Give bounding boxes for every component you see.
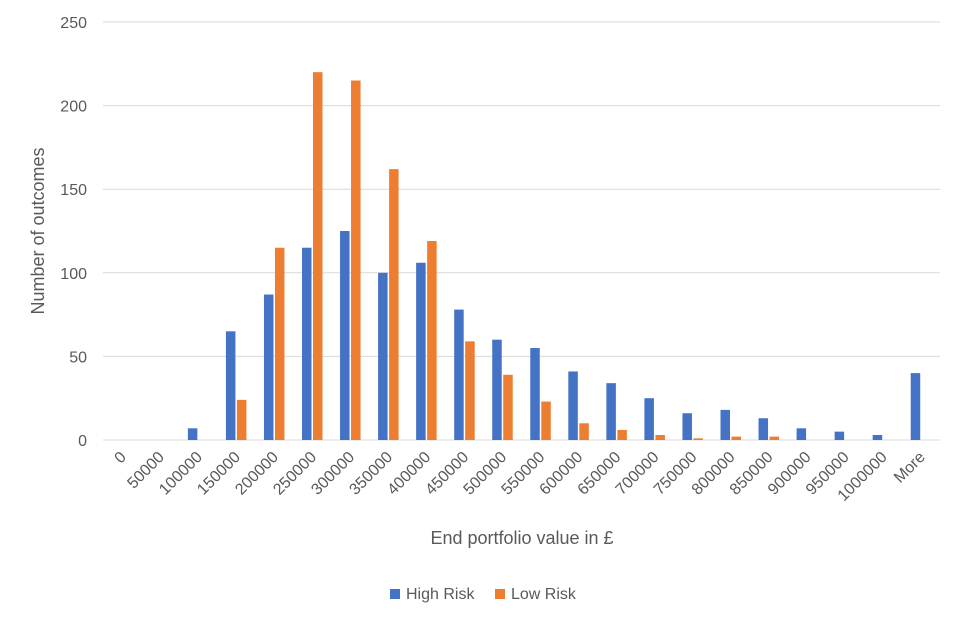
legend-swatch [390, 589, 400, 599]
y-axis-ticks: 0 50 100 150 200 250 [60, 15, 87, 450]
x-tick-label: More [891, 449, 929, 487]
bar-low-risk [351, 80, 361, 441]
bar-high-risk [606, 383, 616, 440]
bar-high-risk [568, 371, 578, 440]
legend: High Risk Low Risk [390, 586, 577, 603]
x-axis-label: End portfolio value in £ [430, 528, 613, 548]
bar-low-risk [769, 436, 780, 440]
bar-high-risk [720, 409, 730, 440]
bar-low-risk [579, 423, 589, 440]
bar-high-risk [302, 247, 312, 440]
bar-high-risk [492, 339, 502, 440]
bar-high-risk [225, 331, 236, 440]
bar-low-risk [465, 341, 475, 440]
bar-low-risk [731, 436, 741, 440]
bar-high-risk [454, 309, 464, 440]
bar-low-risk [617, 429, 627, 440]
bars [187, 72, 921, 441]
x-axis-ticks: 0500001000001500002000002500003000003500… [112, 449, 929, 505]
y-tick-label: 150 [60, 182, 87, 199]
bar-low-risk [693, 438, 703, 440]
bar-high-risk [378, 272, 388, 440]
bar-high-risk [682, 413, 692, 440]
bar-high-risk [834, 431, 845, 440]
bar-low-risk [389, 169, 399, 441]
legend-label: High Risk [406, 586, 475, 603]
bar-high-risk [340, 231, 350, 440]
bar-low-risk [236, 399, 247, 440]
bar-high-risk [416, 262, 426, 440]
x-tick-label: 0 [112, 449, 130, 467]
bar-low-risk [274, 247, 285, 440]
y-tick-label: 200 [60, 99, 87, 116]
bar-high-risk [263, 294, 274, 440]
bar-low-risk [541, 401, 551, 440]
y-axis-label: Number of outcomes [28, 147, 48, 314]
bar-high-risk [644, 398, 654, 440]
bar-high-risk [758, 418, 769, 440]
bar-high-risk [910, 373, 921, 440]
bar-high-risk [796, 428, 807, 440]
bar-high-risk [872, 434, 883, 440]
bar-low-risk [427, 241, 437, 440]
bar-low-risk [313, 72, 323, 440]
bar-high-risk [530, 348, 540, 440]
y-tick-label: 100 [60, 266, 87, 283]
legend-swatch [495, 589, 505, 599]
y-tick-label: 0 [78, 433, 87, 450]
legend-label: Low Risk [511, 586, 577, 603]
bar-low-risk [655, 434, 665, 440]
y-tick-label: 250 [60, 15, 87, 32]
bar-low-risk [503, 374, 513, 440]
bar-high-risk [187, 428, 198, 440]
y-tick-label: 50 [69, 349, 87, 366]
